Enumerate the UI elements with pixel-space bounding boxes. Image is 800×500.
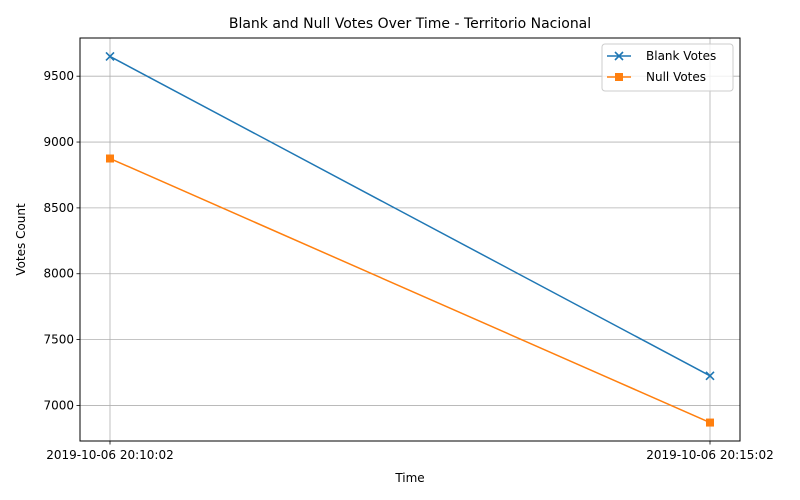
grid (80, 38, 740, 441)
legend-swatch-marker (614, 51, 624, 61)
blank-votes-point (705, 371, 715, 381)
legend-label: Blank Votes (646, 49, 716, 63)
legend-label: Null Votes (646, 70, 706, 84)
legend-entry-blank-votes: Blank Votes (607, 49, 716, 63)
plot-frame (79, 37, 741, 442)
null-votes-line (109, 157, 711, 424)
series-group (105, 51, 715, 427)
x-tick-label: 2019-10-06 20:10:02 (46, 448, 173, 462)
null-votes-point (106, 154, 114, 163)
null-votes-point (706, 418, 714, 427)
y-tick-label: 7500 (43, 333, 74, 347)
null-votes-series (106, 154, 714, 427)
y-tick-label: 9500 (43, 69, 74, 83)
blank-votes-line (109, 55, 711, 377)
legend-swatch-marker (615, 73, 623, 81)
y-axis-label: Votes Count (14, 203, 28, 276)
chart-title: Blank and Null Votes Over Time - Territo… (229, 16, 591, 32)
y-tick-label: 8000 (43, 267, 74, 281)
legend-box (601, 43, 734, 92)
blank-votes-series (105, 51, 715, 381)
y-tick-label: 8500 (43, 201, 74, 215)
blank-votes-point (105, 51, 115, 62)
y-tick-label: 7000 (43, 398, 74, 412)
y-tick-label: 9000 (43, 135, 74, 149)
x-tick-label: 2019-10-06 20:15:02 (646, 448, 773, 462)
legend-entry-null-votes: Null Votes (607, 70, 706, 84)
ticks: 7000 7500 8000 8500 9000 9500 2019-10-06 20:10… (43, 69, 773, 462)
x-axis-label: Time (394, 471, 424, 485)
legend: Blank Votes Null Votes (601, 43, 734, 92)
